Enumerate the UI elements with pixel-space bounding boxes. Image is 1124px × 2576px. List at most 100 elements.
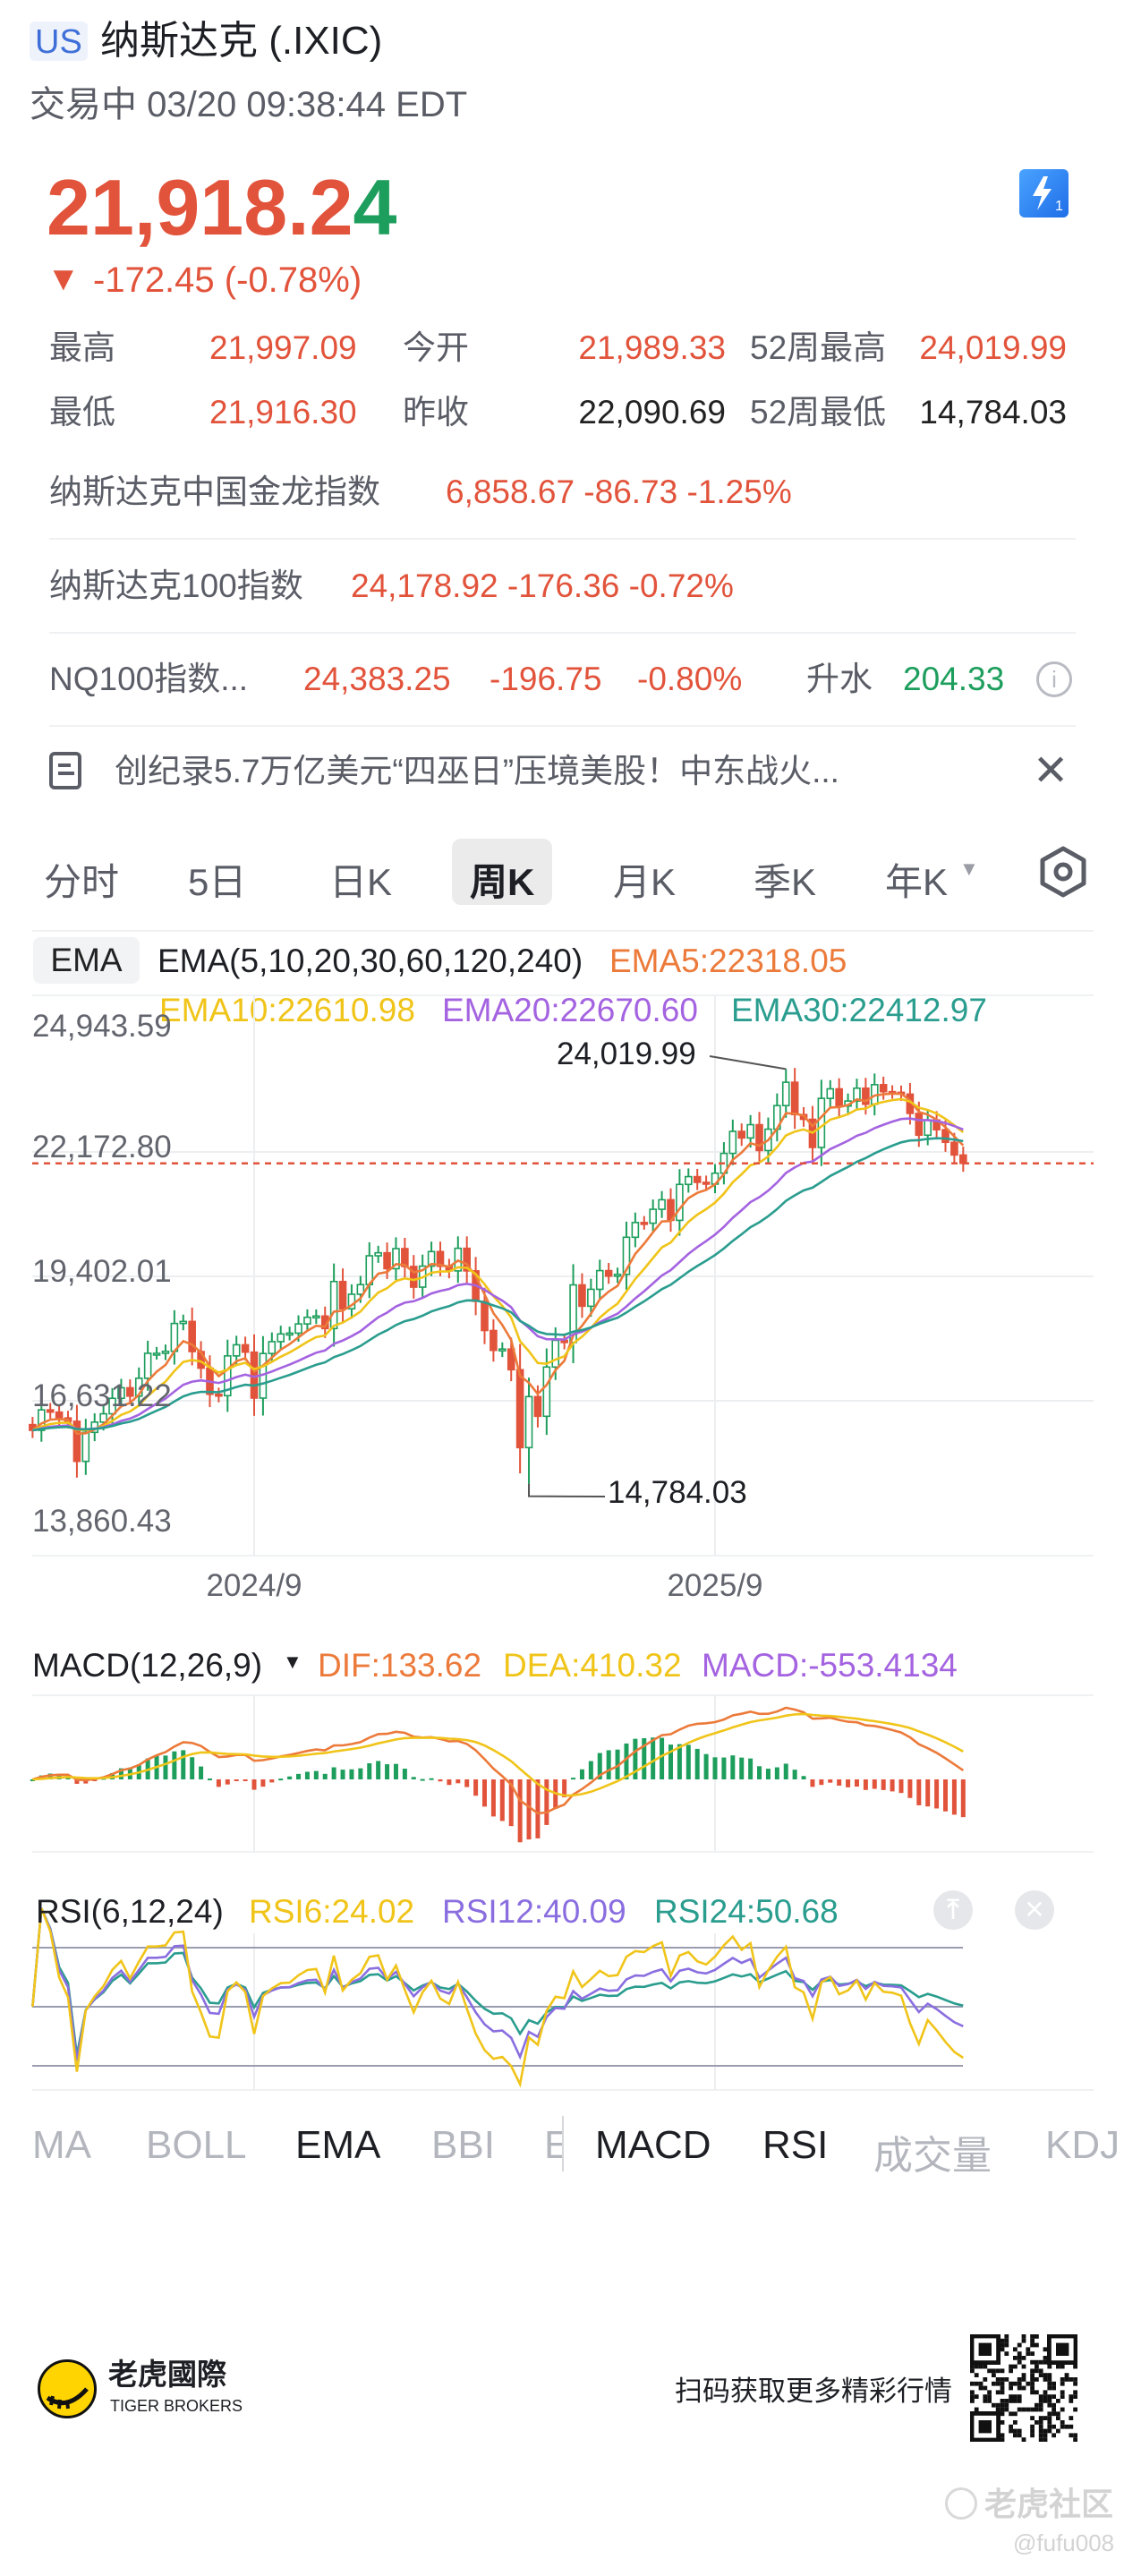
stat-label-low: 最低 xyxy=(49,394,115,431)
brand-name-cn: 老虎國際 xyxy=(108,2358,226,2391)
macd-dif-value: DIF:133.62 xyxy=(318,1647,482,1684)
indicator-tab-boll[interactable]: BOLL xyxy=(146,2123,247,2167)
indicator-tab-ma[interactable]: MA xyxy=(32,2123,91,2167)
candle-down xyxy=(338,1280,347,1310)
candle-down xyxy=(126,1386,134,1397)
divider xyxy=(32,930,1094,932)
flash-icon[interactable]: 1 xyxy=(1019,169,1069,218)
change-arrow-icon: ▼ xyxy=(47,260,81,298)
candle-down xyxy=(533,1395,542,1418)
tab-monthly[interactable]: 月K xyxy=(613,861,677,903)
indicator-tab-rsi[interactable]: RSI xyxy=(762,2123,829,2167)
indicator-tab-e[interactable]: E xyxy=(544,2123,562,2167)
watermark-text: 老虎社区 xyxy=(984,2486,1114,2522)
macd-bar-positive xyxy=(660,1737,665,1779)
candle-up xyxy=(631,1222,640,1239)
related-value: 24,178.92 -176.36 -0.72% xyxy=(351,567,734,604)
candle-down xyxy=(46,1409,55,1413)
candle-up xyxy=(356,1284,365,1295)
macd-bar-positive xyxy=(207,1778,212,1781)
macd-bar-negative xyxy=(951,1779,957,1815)
indicator-tab-kdj[interactable]: KDJ xyxy=(1045,2123,1120,2167)
candle-up xyxy=(595,1269,604,1291)
candle-up xyxy=(268,1341,277,1354)
ema-params: EMA(5,10,20,30,60,120,240) xyxy=(158,943,583,979)
divider xyxy=(49,725,1076,727)
candle-up xyxy=(613,1273,622,1277)
indicator-tab-volume[interactable]: 成交量 xyxy=(873,2134,992,2178)
indicator-tab-bbi[interactable]: BBI xyxy=(431,2123,495,2167)
macd-bar-positive xyxy=(172,1751,177,1779)
macd-bar-negative xyxy=(473,1779,479,1796)
price-main: 21,918.2 xyxy=(47,163,353,252)
ema20-value: EMA20:22670.60 xyxy=(442,992,698,1028)
tab-daily[interactable]: 日K xyxy=(329,861,393,903)
candle-down xyxy=(915,1113,924,1137)
macd-bar-positive xyxy=(393,1763,398,1779)
chevron-down-icon[interactable]: ▼ xyxy=(959,857,979,880)
tab-intraday[interactable]: 分时 xyxy=(44,861,120,903)
info-icon[interactable]: i xyxy=(1036,661,1072,697)
candle-up xyxy=(312,1315,320,1319)
y-tick-label: 22,172.80 xyxy=(32,1130,172,1164)
macd-bar-positive xyxy=(296,1773,302,1779)
remove-indicator-icon[interactable]: ✕ xyxy=(1015,1890,1054,1930)
tab-weekly[interactable]: 周K xyxy=(470,861,535,903)
macd-bar-positive xyxy=(420,1778,425,1781)
candle-down xyxy=(515,1369,524,1449)
macd-bar-positive xyxy=(615,1749,620,1779)
macd-bar-negative xyxy=(934,1779,940,1809)
macd-bar-positive xyxy=(783,1763,788,1779)
macd-bar-positive xyxy=(304,1771,310,1779)
watermark-user: @fufu008 xyxy=(1013,2529,1115,2556)
macd-dropdown-icon[interactable]: ▼ xyxy=(283,1651,302,1673)
period-tab-selected-bg xyxy=(452,839,552,905)
candle-up xyxy=(392,1248,400,1270)
macd-bar-negative xyxy=(225,1779,230,1785)
price-change: -172.45 (-0.78%) xyxy=(93,260,362,300)
candle-down xyxy=(693,1175,702,1183)
chart-settings-icon[interactable] xyxy=(1038,845,1088,902)
candle-up xyxy=(179,1320,188,1325)
macd-bar-negative xyxy=(916,1779,922,1805)
tab-yearly[interactable]: 年K xyxy=(885,861,949,903)
tab-5day[interactable]: 5日 xyxy=(188,861,247,903)
macd-bar-positive xyxy=(677,1744,682,1779)
macd-bar-positive xyxy=(730,1755,736,1779)
move-to-top-icon[interactable]: ⤒ xyxy=(933,1890,973,1930)
y-tick-label: 13,860.43 xyxy=(32,1504,172,1539)
trading-status: 交易中 03/20 09:38:44 EDT xyxy=(30,85,468,124)
x-tick-label: 2025/9 xyxy=(667,1568,763,1603)
candle-up xyxy=(143,1352,152,1379)
candle-up xyxy=(817,1097,826,1148)
candle-down xyxy=(835,1088,843,1107)
macd-params[interactable]: MACD(12,26,9) xyxy=(32,1647,263,1684)
ema30-value: EMA30:22412.97 xyxy=(731,992,987,1028)
rsi-params[interactable]: RSI(6,12,24) xyxy=(36,1893,224,1930)
macd-dea-value: DEA:410.32 xyxy=(503,1647,682,1684)
related-price: 24,383.25 xyxy=(303,661,451,697)
indicator-tab-macd[interactable]: MACD xyxy=(595,2123,711,2167)
macd-bar-positive xyxy=(579,1769,584,1779)
macd-bar-positive xyxy=(624,1743,629,1779)
macd-hist-value: MACD:-553.4134 xyxy=(702,1647,958,1684)
macd-bar-negative xyxy=(854,1779,859,1787)
candle-down xyxy=(950,1141,958,1156)
macd-bar-negative xyxy=(456,1779,461,1784)
macd-bar-positive xyxy=(358,1768,363,1779)
candle-up xyxy=(684,1175,693,1186)
macd-bar-negative xyxy=(960,1779,966,1818)
macd-bar-positive xyxy=(287,1776,293,1779)
indicator-selector-button[interactable]: EMA xyxy=(33,937,140,984)
candle-down xyxy=(409,1266,418,1288)
candle-up xyxy=(232,1343,241,1357)
macd-bar-positive xyxy=(633,1738,638,1779)
high-annotation-label: 24,019.99 xyxy=(557,1036,696,1071)
close-icon[interactable]: ✕ xyxy=(1033,747,1069,795)
related-name: NQ100指数... xyxy=(49,661,249,697)
tab-quarterly[interactable]: 季K xyxy=(754,861,817,903)
candle-down xyxy=(463,1247,471,1272)
indicator-tab-ema[interactable]: EMA xyxy=(295,2123,381,2167)
candle-up xyxy=(826,1088,835,1099)
